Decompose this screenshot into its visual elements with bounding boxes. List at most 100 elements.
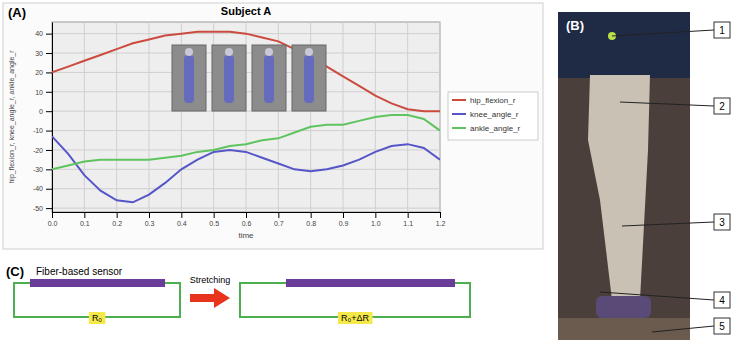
inset-head [225,48,233,56]
callout-line [652,326,714,332]
tick-mark [46,208,52,209]
tick-label: -40 [33,185,43,192]
grid-line [84,22,85,212]
inset-head [185,48,193,56]
tick-mark [343,212,344,218]
tick-label: 1.0 [371,220,381,227]
inset-figure [304,55,314,103]
sensor-label: Fiber-based sensor [36,266,123,277]
tick-label: 0.4 [177,220,187,227]
tick-label: 0.2 [112,220,122,227]
grid-line [343,22,344,212]
tick-label: 0.0 [48,220,58,227]
tick-label: 0.7 [274,220,284,227]
tick-label: 0.5 [209,220,219,227]
chart-title: Subject A [221,5,271,17]
grid-line [149,22,150,212]
tick-label: 0.6 [242,220,252,227]
callout-label: 2 [719,101,725,112]
callout-label: 5 [719,321,725,332]
tick: 40 [35,30,52,37]
callout-label: 3 [719,217,725,228]
legend-label: knee_angle_r [470,110,519,119]
tick-label: 0.3 [145,220,155,227]
figure: 0.0 0.1 0.2 0.3 0.4 0.5 0.6 0.7 0.8 0.9 1.0 1.1 1.2 -… [0,0,737,342]
panel-label: (B) [566,18,584,33]
grid [52,22,440,212]
floor [558,318,690,340]
diagram: (C)Fiber-based sensorR₀R₀+ΔRStretching [6,264,470,324]
tick-label: 1.1 [403,220,413,227]
tick: 0.1 [80,212,90,227]
tick: -30 [33,166,52,173]
tick: -20 [33,147,52,154]
series-line [52,115,440,169]
resistor-label: R₀+ΔR [341,313,370,323]
axis-line [52,23,53,213]
series-line [52,32,440,111]
inset-image [252,45,286,111]
tick: 1.0 [371,212,381,227]
panel-label: (A) [8,5,26,20]
tick-mark [46,111,52,112]
circuit-wire [14,283,180,317]
tick: 1.2 [436,212,446,227]
tick-mark [46,169,52,170]
callout-line [620,102,714,106]
tick: -10 [33,127,52,134]
resistor [89,312,105,324]
tick-mark [46,72,52,73]
tick-mark [181,212,182,218]
tick-mark [84,212,85,218]
tick: 0.5 [209,212,219,227]
tick-mark [46,131,52,132]
grid-line [440,22,441,212]
callout-line [612,30,714,36]
tick: 0.3 [145,212,155,227]
legend-label: ankle_angle_r [470,124,521,133]
tick-label: -20 [33,147,43,154]
legend-swatch [452,113,466,115]
photo: (B)12345 [558,12,730,340]
callout-box [714,98,730,114]
legend-swatch [452,99,466,101]
legend-label: hip_flexion_r [470,96,516,105]
plot-area [52,32,440,203]
grid-line [407,22,408,212]
callout-box [714,214,730,230]
inset-head [265,48,273,56]
tick-label: 0.8 [306,220,316,227]
inset-figure [224,55,234,103]
inset-figure [264,55,274,103]
plot-frame [52,22,440,212]
tick-label: 0.9 [339,220,349,227]
tick-mark [46,34,52,35]
tick-label: -30 [33,166,43,173]
tick-mark [46,92,52,93]
resistor [338,312,373,324]
callout-label: 1 [719,25,725,36]
tick-label: -50 [33,205,43,212]
tick-label: 30 [35,50,43,57]
tick-mark [46,189,52,190]
tick: 0.4 [177,212,187,227]
tick-mark [117,212,118,218]
tick-mark [46,53,52,54]
tick-label: 40 [35,30,43,37]
tick-mark [408,212,409,218]
shirt [558,12,690,78]
legend-box [448,92,538,140]
shoe [596,296,651,318]
tick: -50 [33,205,52,212]
tick: 30 [35,50,52,57]
tick-mark [375,212,376,218]
callout-line [622,222,714,226]
inset-figure [184,55,194,103]
tick-mark [246,212,247,218]
inset-head [305,48,313,56]
panel-frame [3,3,543,249]
tick: 0.8 [306,212,316,227]
tick-mark [278,212,279,218]
resistor-label: R₀ [92,313,102,323]
tick: 0.0 [48,212,58,227]
